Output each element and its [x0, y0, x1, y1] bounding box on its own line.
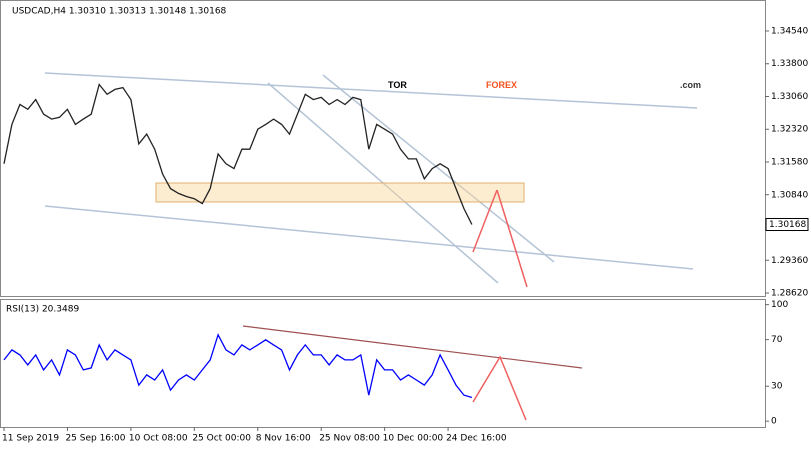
channel-line	[44, 72, 698, 109]
x-tick-label: 25 Nov 08:00	[319, 434, 380, 444]
rsi-trend-line	[242, 325, 583, 369]
y-tick-label: 70	[771, 335, 783, 345]
logo-forex: FOREX	[486, 80, 517, 90]
series-line	[3, 83, 473, 225]
y-tick-label: 1.28620	[771, 289, 808, 299]
y-tick-label: 1.33060	[771, 92, 808, 102]
chart-title: USDCAD,H4 1.30310 1.30313 1.30148 1.3016…	[12, 7, 227, 17]
rsi-title: RSI(13) 20.3489	[6, 305, 79, 315]
y-tick-label: 1.31580	[771, 158, 808, 168]
logo-tor: TOR	[388, 80, 407, 90]
x-tick-label: 25 Oct 00:00	[192, 434, 251, 444]
y-tick-label: 30	[771, 382, 783, 392]
forecast-arrow	[472, 189, 498, 253]
x-tick-label: 11 Sep 2019	[2, 434, 59, 444]
x-tick-label: 10 Oct 08:00	[129, 434, 188, 444]
y-tick-label: 1.33800	[771, 59, 808, 69]
price-tag	[765, 217, 809, 231]
x-tick-label: 24 Dec 16:00	[446, 434, 507, 444]
y-tick-label: 1.30840	[771, 190, 808, 200]
support-zone	[155, 182, 525, 203]
x-tick-label: 25 Sep 16:00	[65, 434, 125, 444]
forecast-arrow	[472, 355, 527, 421]
x-tick-label: 10 Dec 00:00	[383, 434, 444, 444]
y-tick-label: 1.32320	[771, 125, 808, 135]
y-tick-label: 0	[771, 417, 777, 427]
price-tag-label: 1.30168	[769, 220, 806, 230]
y-tick-label: 1.29360	[771, 256, 808, 266]
logo-domain: .com	[680, 80, 701, 90]
price-pane	[0, 0, 766, 297]
x-tick-label: 8 Nov 16:00	[256, 434, 311, 444]
y-tick-label: 100	[771, 300, 788, 310]
y-tick-label: 1.34540	[771, 26, 808, 36]
series-line	[3, 333, 473, 399]
channel-line	[44, 205, 694, 270]
rsi-pane	[0, 299, 766, 428]
forecast-arrow	[496, 189, 528, 288]
